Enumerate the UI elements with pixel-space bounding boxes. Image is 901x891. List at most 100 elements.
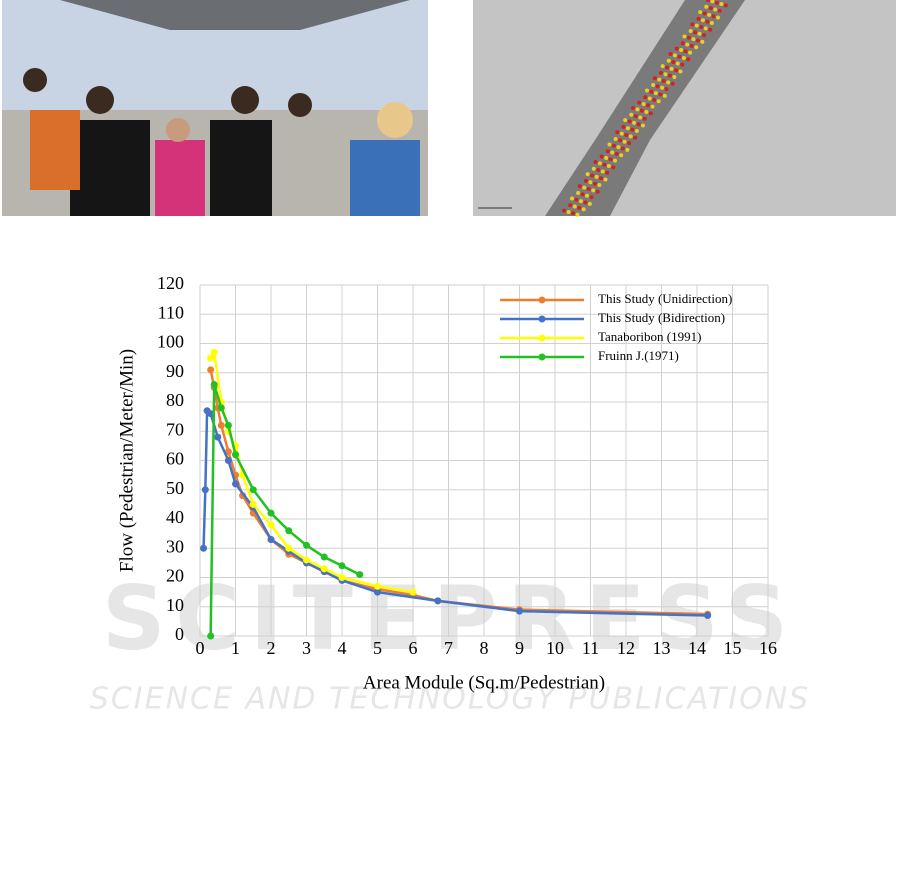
pedestrian-dot xyxy=(588,180,593,185)
pedestrian-dot xyxy=(562,208,567,213)
pedestrian-dot xyxy=(576,191,581,196)
pedestrian-dot xyxy=(577,184,582,189)
pedestrian-dot xyxy=(629,112,634,117)
pedestrian-dot xyxy=(606,164,611,169)
data-point xyxy=(516,607,523,615)
pedestrian-dot xyxy=(708,27,713,32)
pedestrian-dot xyxy=(623,118,628,123)
pedestrian-dot xyxy=(648,111,653,116)
pedestrian-dot xyxy=(631,106,635,110)
pedestrian-dot xyxy=(632,120,637,125)
data-point xyxy=(285,527,293,535)
pedestrian-dot xyxy=(619,153,624,158)
pedestrian-dot xyxy=(637,100,642,105)
pedestrian-dot xyxy=(642,116,647,121)
x-tick-label: 5 xyxy=(373,638,382,658)
pedestrian-dot xyxy=(675,61,680,66)
pedestrian-dot xyxy=(658,92,663,97)
x-tick-label: 3 xyxy=(302,638,311,658)
y-tick-label: 70 xyxy=(166,419,184,439)
pedestrian-dot xyxy=(666,58,671,63)
pedestrian-dot xyxy=(682,34,687,39)
data-point xyxy=(224,457,232,464)
pedestrian-dot xyxy=(686,57,691,62)
pedestrian-dot xyxy=(693,30,698,35)
pedestrian-dot xyxy=(699,25,704,29)
pedestrian-dot xyxy=(706,0,710,2)
x-tick-label: 2 xyxy=(267,638,276,658)
pedestrian-dot xyxy=(656,99,661,104)
x-tick-label: 13 xyxy=(653,638,671,658)
pedestrian-dot xyxy=(678,69,683,74)
data-point xyxy=(217,404,225,412)
pedestrian-dot xyxy=(605,170,610,175)
x-tick-label: 12 xyxy=(617,638,635,658)
pedestrian-dot xyxy=(577,205,582,210)
data-point xyxy=(320,565,328,573)
x-tick-label: 7 xyxy=(444,638,453,658)
pedestrian-dot xyxy=(677,54,682,59)
pedestrian-dot xyxy=(714,0,719,5)
watermark-subtitle: SCIENCE AND TECHNOLOGY PUBLICATIONS xyxy=(90,682,810,717)
pedestrian-dot xyxy=(602,162,607,167)
pedestrian-dot xyxy=(688,29,693,34)
pedestrian-dot xyxy=(593,160,598,164)
pedestrian-dot xyxy=(661,79,666,83)
data-point xyxy=(704,612,712,620)
x-tick-label: 15 xyxy=(724,638,742,658)
data-point xyxy=(232,480,239,488)
pedestrian-dot xyxy=(700,18,705,23)
pedestrian-dot xyxy=(646,103,651,108)
pedestrian-dot xyxy=(582,185,587,190)
data-point xyxy=(374,588,381,596)
x-tick-label: 1 xyxy=(231,638,240,658)
data-point xyxy=(320,553,328,561)
data-point xyxy=(232,451,239,459)
pedestrian-dot xyxy=(583,178,588,183)
y-tick-label: 90 xyxy=(166,361,184,381)
pedestrian-dot xyxy=(607,142,612,147)
pedestrian-dot xyxy=(627,119,632,124)
legend-label: This Study (Unidirection) xyxy=(598,291,732,306)
pedestrian-dot xyxy=(591,166,596,171)
y-tick-label: 60 xyxy=(166,449,184,469)
pedestrian-dot xyxy=(672,53,677,58)
pedestrian-dot xyxy=(655,84,660,89)
pedestrian-dot xyxy=(587,201,592,206)
legend-label: Fruinn J.(1971) xyxy=(598,348,679,363)
pedestrian-dot xyxy=(625,126,630,131)
pedestrian-dot xyxy=(647,96,652,101)
pedestrian-dot xyxy=(586,187,591,191)
data-point xyxy=(249,486,257,494)
pedestrian-dot xyxy=(611,165,616,170)
pedestrian-dot xyxy=(709,20,714,25)
pedestrian-dot xyxy=(716,15,721,20)
pedestrian-dot xyxy=(575,212,580,217)
pedestrian-dot xyxy=(619,131,624,136)
data-point xyxy=(303,556,310,564)
pedestrian-dot xyxy=(578,199,583,204)
pedestrian-dot xyxy=(630,127,635,132)
data-point xyxy=(338,562,346,570)
pedestrian-dot xyxy=(660,85,665,90)
x-axis-title: Area Module (Sq.m/Pedestrian) xyxy=(363,672,605,693)
pedestrian-dot xyxy=(657,77,662,82)
data-point xyxy=(434,597,442,605)
pedestrian-dot xyxy=(666,80,671,85)
pedestrian-dot xyxy=(643,95,648,100)
x-tick-label: 6 xyxy=(409,638,418,658)
pedestrian-dot xyxy=(653,91,658,96)
pedestrian-dot xyxy=(717,8,722,13)
pedestrian-dot xyxy=(596,168,601,173)
pedestrian-dot xyxy=(691,37,696,42)
pedestrian-dot xyxy=(662,93,667,98)
pedestrian-dot xyxy=(696,16,701,21)
pedestrian-dot xyxy=(660,64,665,69)
y-tick-label: 40 xyxy=(166,507,184,527)
data-point xyxy=(207,366,215,374)
pedestrian-dot xyxy=(633,114,638,119)
data-point xyxy=(303,541,310,549)
pedestrian-dot xyxy=(674,68,679,73)
legend-marker xyxy=(538,353,546,361)
pedestrian-dot xyxy=(639,108,644,113)
